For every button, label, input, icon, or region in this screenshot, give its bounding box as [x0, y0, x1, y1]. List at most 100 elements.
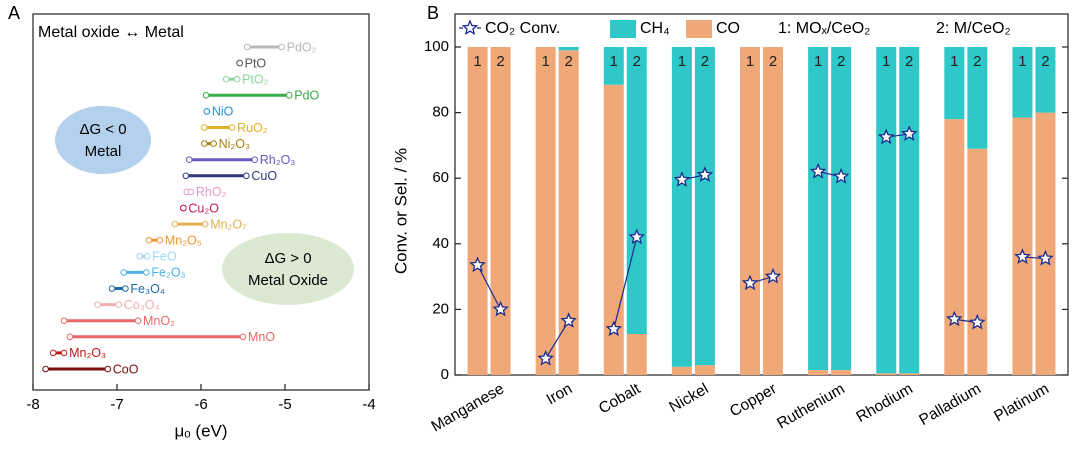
row-label: PtO₂ [242, 72, 269, 86]
annotation-text: Metal [85, 143, 122, 160]
range-end [228, 124, 236, 131]
panel-label: A [8, 3, 20, 23]
bar-segment [671, 47, 692, 367]
y-axis-label: Conv. or Sel. / % [391, 148, 410, 274]
legend-swatch [686, 20, 712, 38]
x-tick-label: Ruthenium [774, 380, 847, 432]
x-axis-label: μₒ (eV) [174, 421, 227, 440]
bar-segment [694, 365, 715, 375]
row-label: Mn₂O₇ [210, 217, 246, 231]
bar-segment [944, 47, 965, 120]
range-end [180, 204, 187, 212]
row-label: RuO₂ [237, 121, 268, 135]
bar-segment [603, 47, 624, 85]
bar-segment [626, 334, 647, 375]
x-tick-label: Rhodium [854, 380, 916, 426]
conversion-marker [946, 310, 963, 327]
row-label: RhO₂ [196, 185, 227, 199]
x-tick-label: -7 [110, 396, 123, 413]
annotation-bubble [222, 233, 354, 305]
x-tick-label: -5 [278, 396, 291, 413]
conversion-line [613, 237, 638, 330]
conversion-marker [969, 313, 986, 330]
conversion-marker [492, 300, 509, 317]
bar-segment [558, 47, 579, 51]
y-tick-label: 60 [432, 169, 449, 186]
conversion-marker [832, 167, 850, 184]
bar-sample-label: 2 [905, 53, 913, 70]
bar-sample-label: 1 [1018, 53, 1026, 70]
bar-segment [740, 47, 760, 375]
bar-sample-label: 2 [633, 53, 641, 70]
legend-sample: 2: M/CeO₂ [936, 20, 1011, 37]
bar-segment [876, 47, 897, 374]
range-start [66, 333, 74, 341]
conversion-marker [809, 162, 827, 179]
range-start [60, 317, 68, 325]
bar-segment [808, 370, 829, 375]
annotation-text: Metal Oxide [248, 272, 328, 289]
conversion-marker [537, 349, 554, 366]
panel-label: B [427, 3, 439, 23]
conversion-marker [764, 267, 782, 284]
range-start [182, 172, 190, 180]
range-end [278, 43, 285, 51]
range-end [122, 285, 129, 292]
bar-sample-label: 2 [837, 53, 845, 70]
x-tick-label: Copper [727, 380, 780, 420]
range-start [222, 75, 230, 83]
bar-segment [1012, 47, 1033, 118]
range-start [136, 252, 143, 260]
bar-segment [763, 47, 783, 375]
range-end [236, 59, 243, 67]
range-start [202, 92, 210, 99]
x-tick-label: Nickel [666, 380, 711, 416]
bar-sample-label: 1 [746, 53, 754, 70]
x-tick-label: Iron [544, 380, 576, 408]
row-label: NiO [212, 105, 234, 119]
row-label: Ni₂O₃ [219, 137, 250, 151]
bar-segment [626, 47, 647, 334]
range-start [201, 124, 208, 131]
y-tick-label: 40 [432, 235, 449, 252]
bar-segment [467, 47, 488, 375]
range-start [42, 365, 49, 373]
y-tick-label: 0 [441, 366, 449, 383]
range-start [243, 43, 251, 51]
range-start [171, 220, 179, 228]
range-end [156, 236, 164, 244]
bar-sample-label: 2 [564, 53, 572, 70]
legend-label: CO [716, 20, 740, 37]
conversion-marker [1014, 248, 1031, 264]
row-label: FeO [152, 250, 177, 264]
bar-segment [490, 47, 511, 375]
bar-segment [1035, 112, 1056, 375]
range-end [233, 75, 241, 83]
bar-segment [967, 47, 988, 149]
panel-title: Metal oxide ↔ Metal [38, 24, 184, 41]
bar-segment [944, 119, 965, 375]
row-label: CuO [251, 169, 277, 183]
range-end [115, 301, 122, 308]
conversion-marker [605, 320, 623, 337]
row-label: PtO [245, 56, 267, 70]
range-end [239, 333, 247, 341]
range-end [251, 156, 259, 163]
conversion-line [545, 320, 570, 359]
legend-sample: 1: MOₓ/CeO₂ [778, 20, 870, 37]
conversion-marker [560, 312, 577, 328]
bar-sample-label: 1 [678, 53, 686, 70]
bar-segment [671, 366, 692, 375]
annotation-text: ΔG < 0 [79, 121, 126, 138]
bar-segment [831, 370, 852, 375]
bar-segment [831, 47, 852, 371]
conversion-marker [696, 166, 714, 182]
conversion-marker [628, 228, 646, 245]
plot-frame [454, 13, 1069, 376]
range-end [134, 317, 142, 325]
x-tick-label: -8 [26, 396, 39, 413]
range-start [201, 140, 208, 147]
conversion-marker [741, 274, 759, 291]
range-end [187, 188, 195, 196]
